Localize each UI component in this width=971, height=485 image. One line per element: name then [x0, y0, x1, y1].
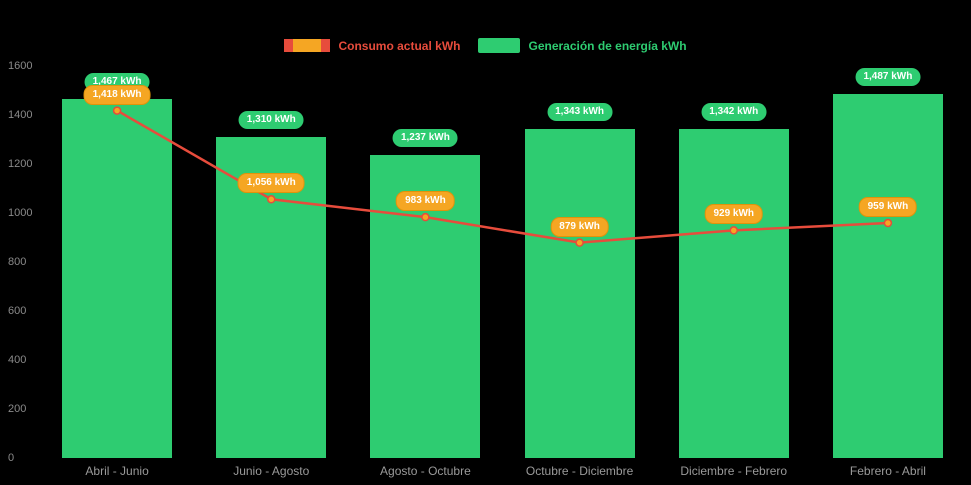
generation-legend-swatch [478, 38, 521, 53]
consumption-value-badge: 879 kWh [550, 216, 609, 237]
y-axis-tick-label: 1200 [8, 158, 33, 170]
consumption-value-badge: 983 kWh [396, 191, 455, 212]
x-axis-label: Diciembre - Febrero [680, 464, 788, 478]
consumption-value-badge: 959 kWh [858, 197, 918, 218]
x-axis-label: Octubre - Diciembre [525, 464, 634, 478]
consumption-value-badge: 929 kWh [704, 204, 764, 225]
consumption-legend-swatch [284, 39, 331, 52]
generation-value-badge: 1,237 kWh [392, 128, 458, 147]
generation-bar [832, 93, 943, 458]
generation-value-badge: 1,343 kWh [547, 102, 613, 121]
y-axis-tick-label: 1600 [8, 60, 33, 72]
generation-value-badge: 1,487 kWh [855, 67, 921, 86]
x-axis-label: Febrero - Abril [849, 464, 926, 478]
consumption-legend-swatch-marker [293, 39, 322, 52]
consumption-value-badge: 1,418 kWh [83, 84, 151, 105]
chart-legend: Consumo actual kWh Generación de energía… [0, 38, 971, 53]
consumption-value-badge: 1,056 kWh [237, 173, 305, 194]
y-axis-tick-label: 0 [8, 452, 15, 464]
generation-bar [62, 98, 173, 458]
y-axis-tick-label: 1400 [8, 109, 33, 121]
y-axis-tick-label: 800 [8, 256, 27, 268]
y-axis-tick-label: 600 [8, 305, 27, 317]
generation-value-badge: 1,310 kWh [238, 111, 304, 130]
y-axis-tick-label: 1000 [8, 207, 33, 219]
y-axis-tick-label: 400 [8, 354, 27, 366]
generation-legend-label: Generación de energía kWh [528, 38, 687, 53]
x-axis-label: Agosto - Octubre [380, 464, 471, 478]
x-axis-label: Junio - Agosto [233, 464, 310, 478]
generation-value-badge: 1,342 kWh [701, 103, 767, 122]
y-axis-tick-label: 200 [8, 403, 27, 415]
legend-item-generation: Generación de energía kWh [478, 38, 687, 53]
generation-bar [678, 129, 789, 458]
consumption-legend-label: Consumo actual kWh [338, 38, 461, 53]
x-axis-label: Abril - Junio [85, 464, 149, 478]
generation-bar [524, 128, 635, 458]
legend-item-consumption: Consumo actual kWh [284, 39, 460, 53]
